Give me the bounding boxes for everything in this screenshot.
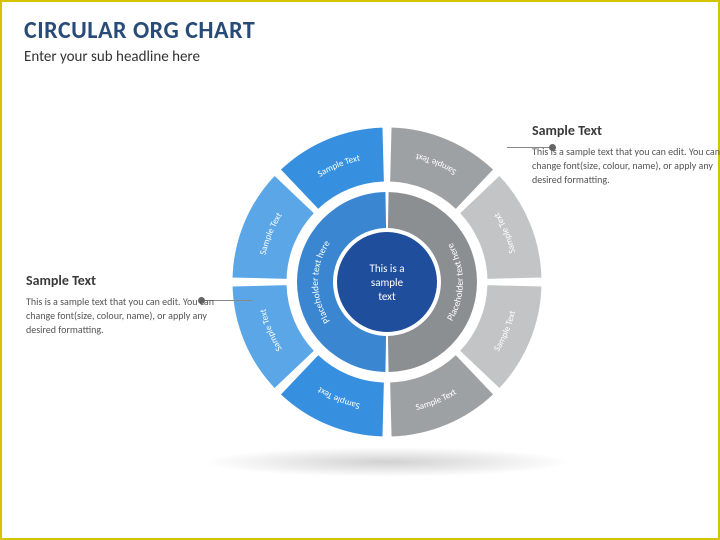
callout-left-body: This is a sample text that you can edit.… [26,295,216,337]
center-text-line: sample [371,276,404,289]
callout-right: Sample Text This is a sample text that y… [532,122,720,187]
callout-right-body: This is a sample text that you can edit.… [532,145,720,187]
chart-svg: Placeholder text herePlaceholder text he… [212,107,562,457]
slide-frame: CIRCULAR ORG CHART Enter your sub headli… [0,0,720,540]
center-text-line: text [378,290,396,303]
slide-title: CIRCULAR ORG CHART [24,16,255,45]
center-text-line: This is a [369,262,404,275]
callout-left-title: Sample Text [26,272,216,289]
slide-subtitle: Enter your sub headline here [24,48,200,66]
callout-left: Sample Text This is a sample text that y… [26,272,216,337]
circular-org-chart: Placeholder text herePlaceholder text he… [212,107,562,457]
callout-right-title: Sample Text [532,122,720,139]
